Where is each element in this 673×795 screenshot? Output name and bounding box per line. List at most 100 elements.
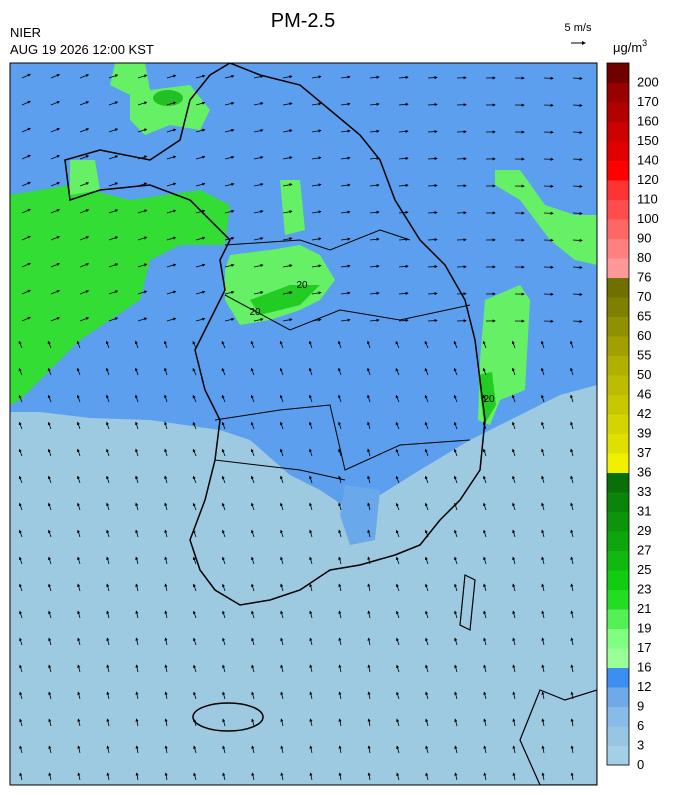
wind-arrow: [137, 74, 148, 79]
wind-arrow: [424, 556, 429, 565]
wind-arrow: [541, 718, 545, 727]
wind-arrow: [166, 236, 177, 241]
wind-arrow: [367, 475, 371, 484]
wind-arrow: [512, 448, 516, 457]
wind-arrow: [427, 102, 438, 107]
wind-arrow: [338, 448, 342, 457]
wind-arrow: [483, 529, 487, 538]
wind-arrow: [224, 209, 235, 214]
colorbar-label: 25: [637, 562, 651, 577]
wind-arrow: [453, 394, 458, 403]
wind-arrow: [424, 529, 429, 538]
wind-arrow: [164, 610, 168, 619]
wind-arrow: [164, 691, 168, 700]
wind-arrow: [427, 75, 438, 80]
wind-arrow: [108, 155, 119, 160]
wind-arrow: [338, 610, 342, 619]
wind-arrow: [309, 583, 313, 592]
colorbar-label: 76: [637, 270, 651, 285]
wind-arrow: [398, 156, 409, 161]
wind-arrow: [369, 264, 380, 268]
wind-arrow: [77, 691, 81, 700]
colorbar-label: 120: [637, 172, 659, 187]
wind-arrow: [541, 502, 545, 511]
wind-arrow: [308, 340, 313, 349]
wind-arrow: [224, 182, 235, 187]
wind-arrow: [570, 745, 574, 754]
wind-arrow: [338, 556, 342, 565]
wind-arrow: [540, 367, 545, 376]
wind-arrow: [427, 318, 438, 323]
wind-arrow: [483, 772, 487, 781]
wind-arrow: [251, 583, 255, 592]
wind-arrow: [338, 583, 342, 592]
wind-arrow: [105, 421, 110, 430]
wind-arrow: [164, 475, 168, 484]
wind-arrow: [253, 210, 264, 214]
colorbar-label: 90: [637, 231, 651, 246]
wind-arrow: [308, 421, 313, 430]
colorbar-label: 6: [637, 718, 644, 733]
wind-arrow: [166, 128, 177, 133]
wind-arrow: [108, 128, 119, 133]
wind-arrow: [106, 718, 110, 727]
wind-arrow: [367, 610, 371, 619]
wind-arrow: [224, 263, 235, 268]
wind-arrow: [195, 128, 206, 133]
colorbar-label: 46: [637, 387, 651, 402]
colorbar-label: 39: [637, 426, 651, 441]
wind-arrow: [105, 340, 110, 349]
wind-arrow: [250, 475, 255, 484]
wind-arrow: [398, 264, 409, 269]
wind-arrow: [570, 421, 574, 430]
wind-arrow: [512, 637, 516, 646]
wind-arrow: [137, 182, 148, 187]
colorbar-swatch: [607, 687, 629, 707]
wind-arrow: [48, 637, 52, 646]
wind-arrow: [483, 745, 487, 754]
wind-arrow: [76, 394, 81, 403]
wind-arrow: [282, 183, 293, 187]
wind-arrow: [396, 718, 400, 727]
green-patch: [225, 245, 335, 325]
wind-arrow: [195, 263, 206, 268]
wind-arrow: [541, 772, 545, 781]
wind-arrow: [279, 340, 284, 349]
wind-arrow: [164, 772, 168, 781]
wind-arrow: [541, 448, 545, 457]
wind-arrow: [340, 237, 351, 241]
wind-arrow: [425, 637, 429, 646]
wind-arrow: [398, 102, 409, 107]
colorbar-swatch: [607, 375, 629, 395]
colorbar-swatch: [607, 355, 629, 376]
wind-arrow: [47, 367, 52, 376]
wind-arrow: [572, 265, 583, 270]
wind-arrow: [19, 583, 23, 592]
wind-arrow: [425, 691, 429, 700]
wind-arrow: [108, 317, 119, 322]
colorbar-swatch: [607, 199, 629, 220]
wind-arrow: [453, 448, 458, 457]
wind-arrow: [253, 102, 264, 106]
wind-arrow: [369, 183, 380, 187]
wind-arrow: [512, 475, 516, 484]
map: 20 20 20: [10, 63, 597, 785]
wind-arrow: [309, 448, 313, 457]
wind-arrow: [395, 583, 400, 592]
wind-arrow: [424, 340, 429, 349]
wind-arrow: [453, 529, 458, 538]
wind-arrow: [222, 637, 226, 646]
wind-arrow: [224, 290, 235, 295]
wind-arrow: [337, 340, 342, 349]
wind-arrow: [369, 210, 380, 214]
wind-arrow: [135, 691, 139, 700]
wind-arrow: [396, 637, 400, 646]
wind-arrow: [135, 664, 139, 673]
wind-arrow: [308, 394, 313, 403]
wind-arrow: [340, 102, 351, 106]
wind-arrow: [195, 209, 206, 214]
wind-arrow: [511, 394, 516, 403]
colorbar-swatch: [607, 667, 629, 688]
wind-arrow: [367, 556, 371, 565]
colorbar-label: 27: [637, 543, 651, 558]
